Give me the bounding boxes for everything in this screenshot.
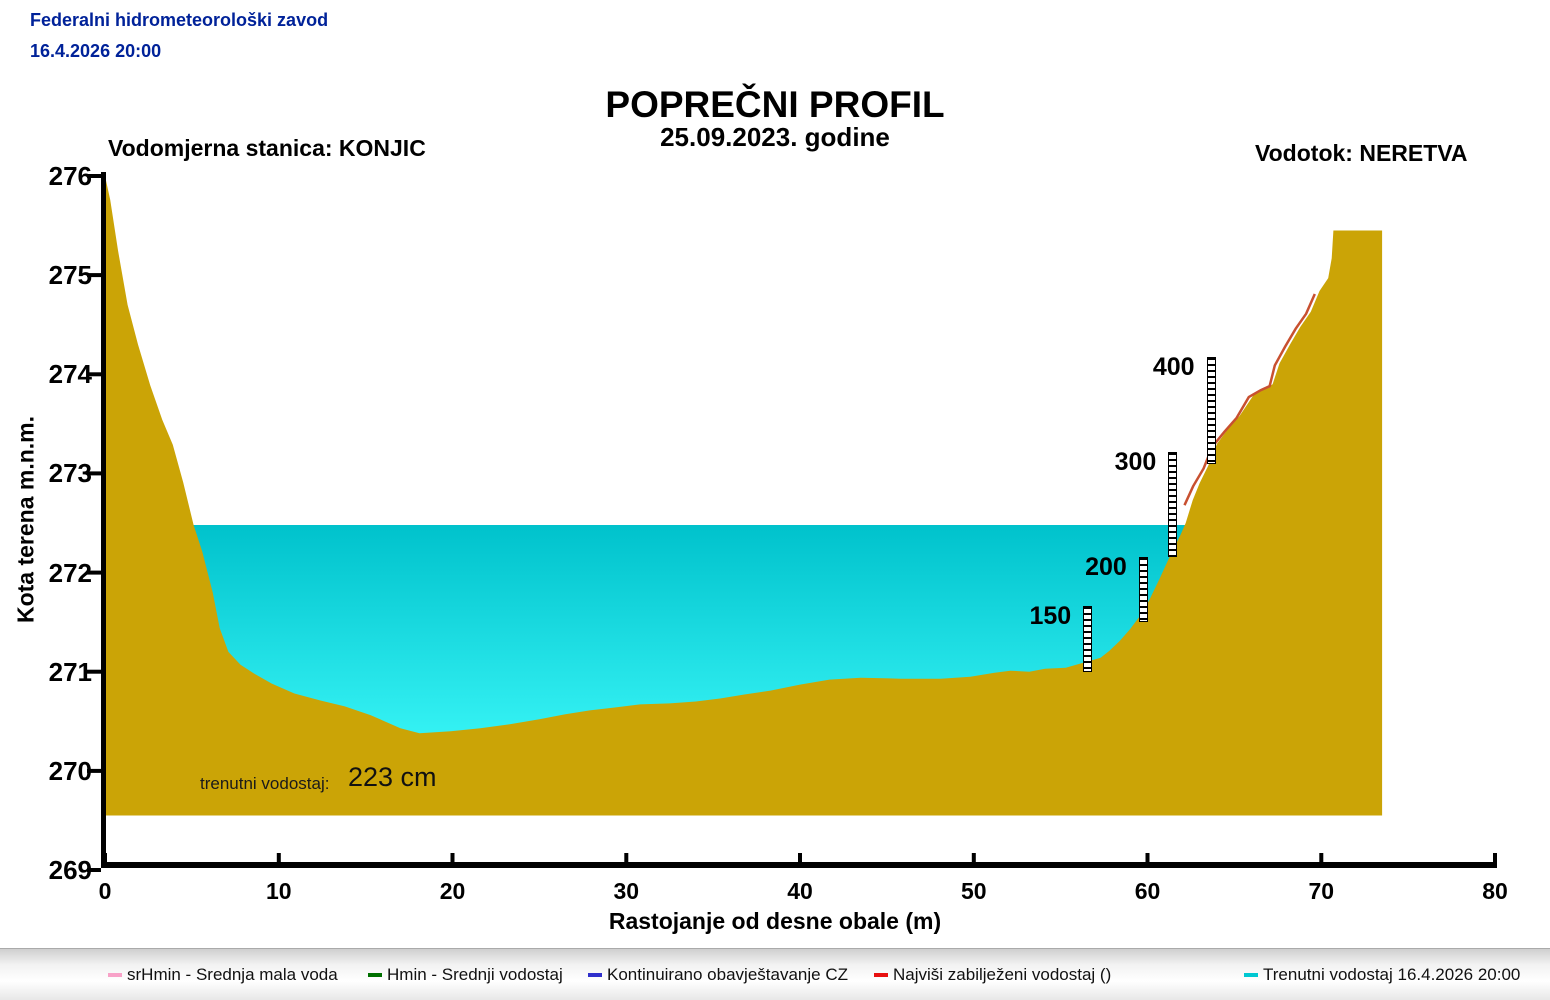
y-axis-tick (87, 273, 101, 278)
y-tick-label: 271 (48, 656, 92, 687)
x-axis-tick (971, 853, 976, 862)
y-tick-label: 270 (48, 755, 92, 786)
x-axis-tick (1145, 853, 1150, 862)
y-axis-tick (87, 768, 101, 773)
legend-label: srHmin - Srednja mala voda (127, 965, 338, 984)
x-axis-tick (1493, 853, 1497, 862)
river-label: Vodotok: NERETVA (1255, 140, 1468, 166)
x-axis-line (101, 862, 1497, 868)
x-axis-tick (103, 853, 107, 862)
y-tick-label: 274 (48, 359, 92, 390)
x-axis-tick (1319, 853, 1324, 862)
legend-label: Hmin - Srednji vodostaj (387, 965, 563, 984)
y-tick-label: 276 (48, 161, 92, 191)
gauge-label-400: 400 (1152, 353, 1195, 382)
legend-bar: srHmin - Srednja mala voda Hmin - Srednj… (0, 948, 1550, 1000)
x-tick-label: 50 (960, 878, 987, 904)
current-level-value: 223 cm (348, 762, 437, 792)
y-axis-tick (87, 471, 101, 476)
x-axis-tick (450, 853, 455, 862)
gauge-label-200: 200 (1085, 552, 1127, 581)
x-axis-tick (798, 853, 802, 862)
x-tick-label: 20 (439, 878, 466, 904)
gauge-staff-200 (1138, 556, 1148, 623)
station-label: Vodomjerna stanica: KONJIC (108, 135, 426, 161)
legend-item-max-recorded: Najviši zabilježeni vodostaj () (874, 949, 1111, 1000)
page-subtitle-date: 25.09.2023. godine (660, 122, 890, 152)
current-level-line-swatch-icon (1244, 973, 1258, 977)
legend-label: Najviši zabilježeni vodostaj () (893, 965, 1112, 984)
x-axis-tick (276, 853, 281, 862)
header-datetime: 16.4.2026 20:00 (30, 41, 162, 61)
gauge-staff-400 (1206, 357, 1216, 464)
legend-item-cz: Kontinuirano obavještavanje CZ (588, 949, 848, 1000)
y-axis-tick (87, 669, 101, 674)
y-tick-label: 275 (48, 260, 92, 291)
x-axis-tick (624, 853, 629, 862)
max-recorded-line-swatch-icon (874, 973, 888, 977)
y-axis-tick (87, 174, 101, 178)
y-tick-label: 269 (48, 855, 92, 885)
legend-item-srhmin: srHmin - Srednja mala voda (108, 949, 338, 1000)
legend-label: Trenutni vodostaj 16.4.2026 20:00 (1263, 965, 1521, 984)
legend-item-hmin: Hmin - Srednji vodostaj (368, 949, 563, 1000)
cz-line-swatch-icon (588, 973, 602, 977)
x-tick-label: 40 (787, 878, 813, 904)
x-tick-label: 60 (1134, 878, 1161, 904)
terrain-profile-area (105, 176, 1383, 816)
legend-item-current-level: Trenutni vodostaj 16.4.2026 20:00 (1244, 949, 1520, 1000)
x-axis-label: Rastojanje od desne obale (m) (608, 908, 942, 934)
gauge-label-300: 300 (1114, 447, 1157, 476)
x-tick-label: 10 (265, 878, 292, 904)
y-axis-line (101, 172, 106, 868)
y-axis-tick (87, 372, 101, 377)
legend-label: Kontinuirano obavještavanje CZ (607, 965, 848, 984)
gauge-staff-300 (1168, 451, 1178, 557)
max-recorded-level-line (1183, 293, 1316, 506)
org-name: Federalni hidrometeorološki zavod (30, 10, 329, 30)
x-tick-label: 0 (98, 878, 112, 904)
y-tick-label: 273 (48, 458, 92, 489)
x-tick-label: 80 (1482, 878, 1508, 904)
y-axis-tick (87, 570, 101, 575)
gauge-label-150: 150 (1029, 602, 1072, 631)
x-tick-label: 30 (613, 878, 640, 904)
gauge-staff-150 (1083, 606, 1093, 672)
x-tick-label: 70 (1308, 878, 1335, 904)
current-level-label: trenutni vodostaj: (200, 774, 330, 793)
y-axis-tick (87, 868, 101, 872)
page-title: POPREČNI PROFIL (605, 84, 945, 125)
hmin-line-swatch-icon (368, 973, 382, 977)
srhmin-line-swatch-icon (108, 973, 122, 977)
y-axis-label: Kota terena m.n.m. (12, 415, 39, 624)
y-tick-label: 272 (48, 557, 92, 588)
